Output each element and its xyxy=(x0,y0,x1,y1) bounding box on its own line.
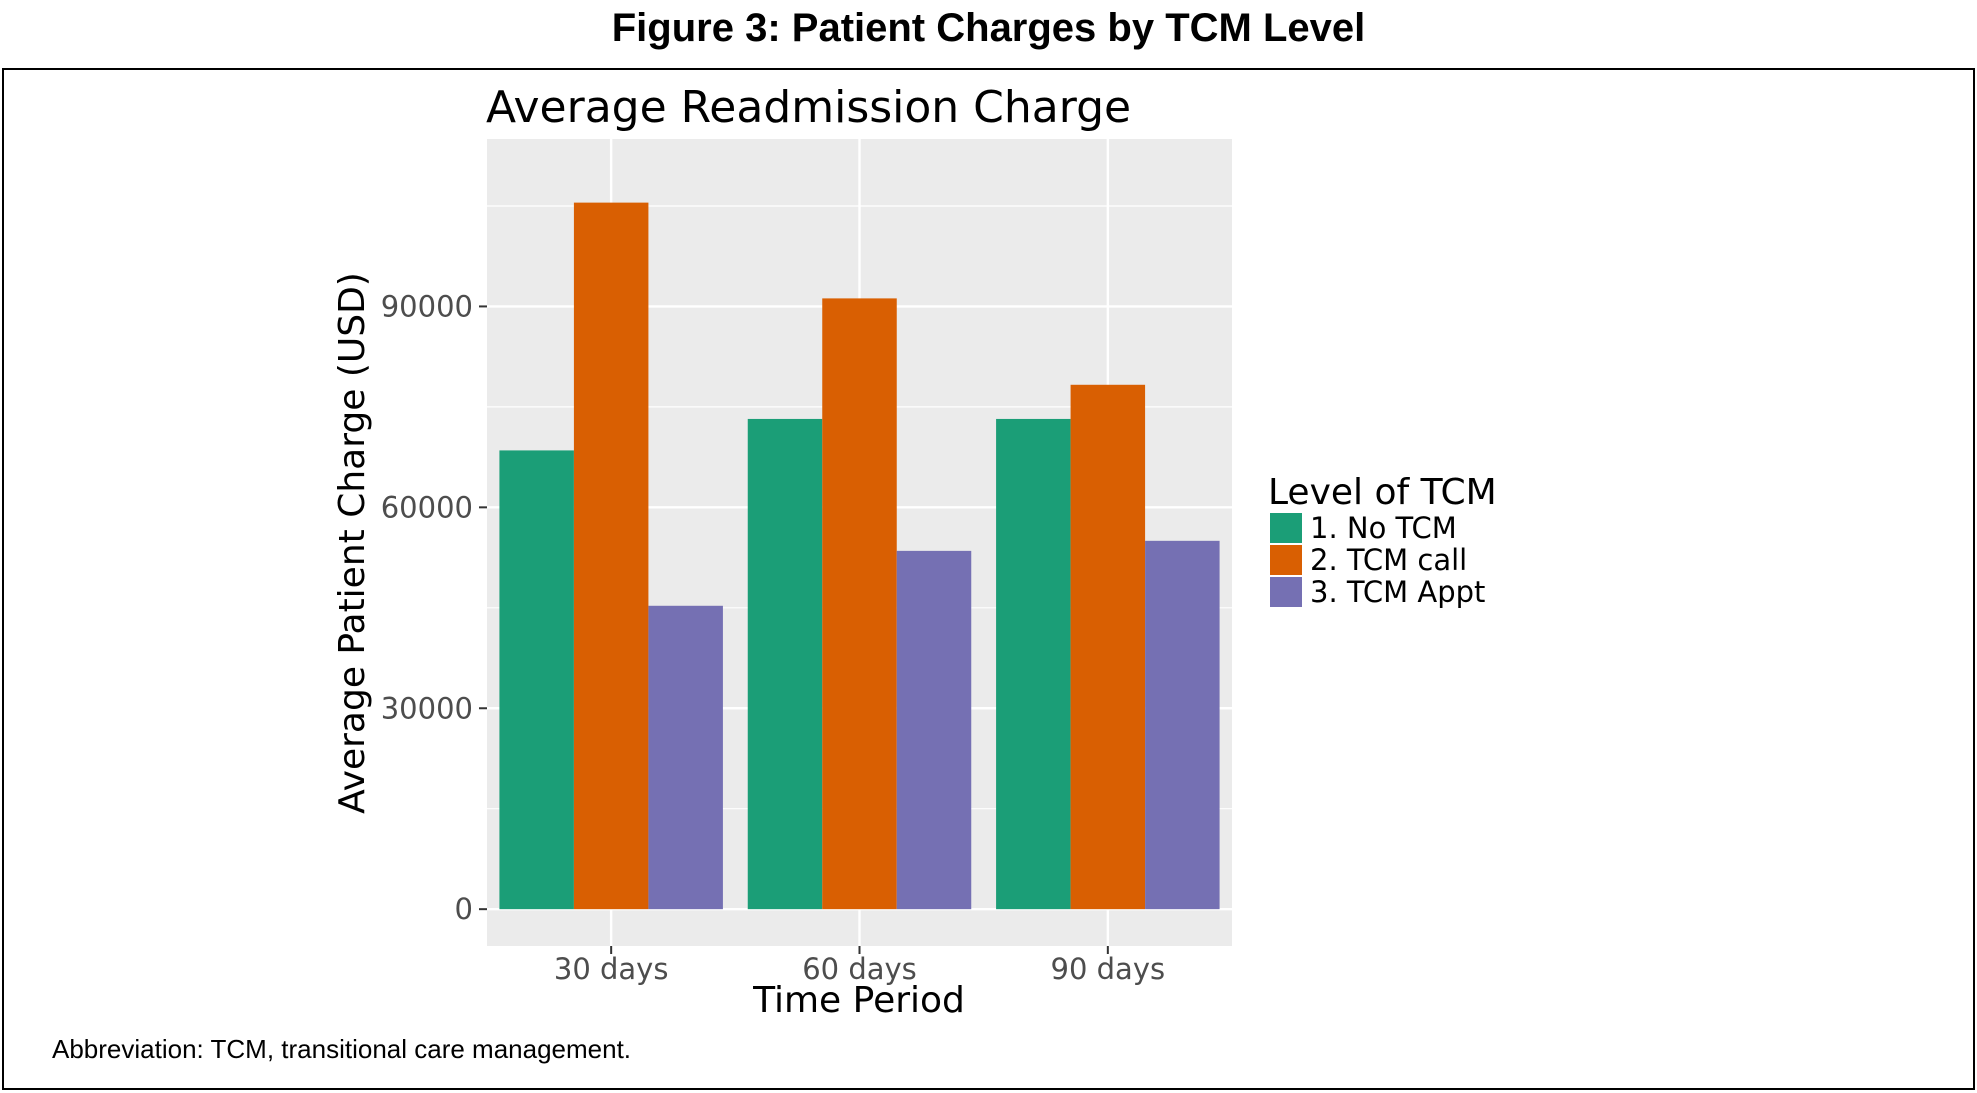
bar xyxy=(896,550,972,910)
x-axis: 30 days 60 days 90 days xyxy=(554,946,1165,986)
y-tick-label: 0 xyxy=(455,892,473,926)
bar xyxy=(1145,540,1220,910)
legend-swatch xyxy=(1270,545,1302,575)
x-tick-label: 90 days xyxy=(1051,952,1166,986)
bar xyxy=(822,298,897,910)
y-axis-title: Average Patient Charge (USD) xyxy=(332,272,373,814)
x-tick-label: 60 days xyxy=(802,952,917,986)
bar xyxy=(499,450,574,910)
legend-label: 3. TCM Appt xyxy=(1310,575,1485,609)
bar xyxy=(648,605,723,910)
plot-title: Average Readmission Charge xyxy=(486,82,1131,133)
legend-swatch xyxy=(1270,577,1302,607)
bar xyxy=(747,418,823,910)
y-axis: 0 30000 60000 90000 xyxy=(381,289,487,926)
y-tick-label: 60000 xyxy=(381,490,473,524)
footnote: Abbreviation: TCM, transitional care man… xyxy=(52,1034,632,1064)
y-tick-label: 30000 xyxy=(381,691,473,725)
figure-frame xyxy=(2,68,1975,1090)
x-axis-title: Time Period xyxy=(752,980,965,1021)
y-tick-label: 90000 xyxy=(381,289,473,323)
legend-label: 2. TCM call xyxy=(1310,543,1467,577)
legend-title: Level of TCM xyxy=(1268,472,1497,513)
legend-swatch xyxy=(1270,513,1302,543)
bar xyxy=(996,418,1071,910)
x-tick-label: 30 days xyxy=(554,952,669,986)
legend-label: 1. No TCM xyxy=(1310,511,1457,545)
bars xyxy=(499,202,1220,910)
bar xyxy=(1070,384,1146,910)
bar xyxy=(573,202,649,910)
figure-title: Figure 3: Patient Charges by TCM Level xyxy=(611,6,1366,50)
